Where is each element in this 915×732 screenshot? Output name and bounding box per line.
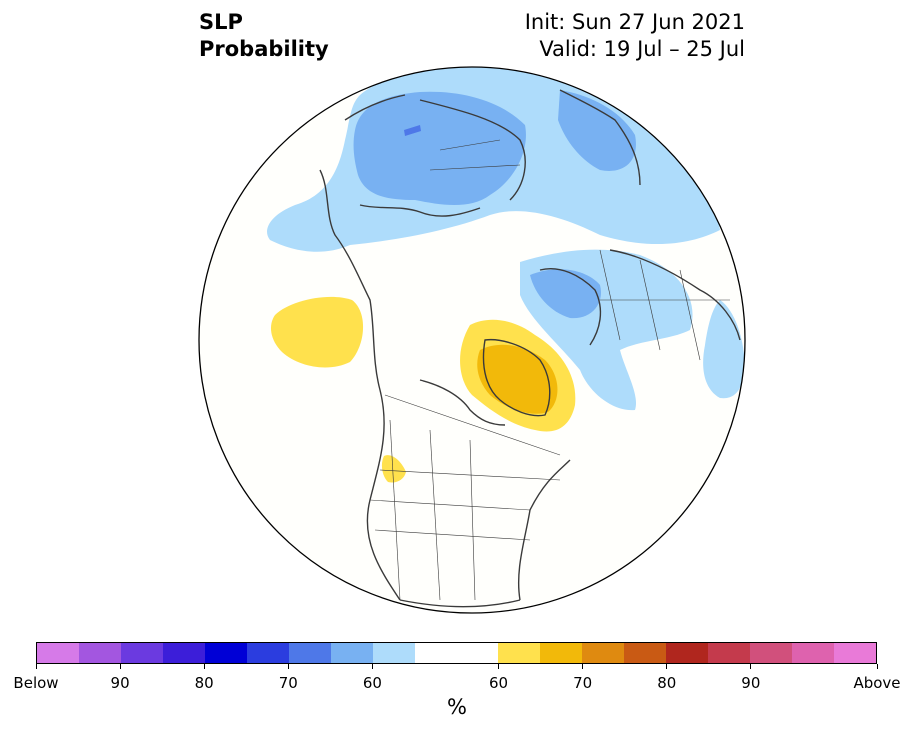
- colorbar-swatch: [498, 643, 541, 663]
- valid-range: Valid: 19 Jul – 25 Jul: [539, 37, 745, 61]
- below-dark-spot: [404, 125, 421, 136]
- colorbar-tick: [498, 664, 500, 669]
- colorbar-tick-label: 70: [278, 674, 298, 692]
- colorbar-tick-label: 60: [489, 674, 509, 692]
- colorbar-tick-label: 80: [657, 674, 677, 692]
- colorbar-swatch: [120, 643, 163, 663]
- colorbar-swatch: [414, 643, 457, 663]
- colorbar-tick: [119, 664, 121, 669]
- colorbar-tick-label: 60: [362, 674, 382, 692]
- colorbar-tick: [876, 664, 878, 669]
- colorbar-tick: [582, 664, 584, 669]
- colorbar-tick: [371, 664, 373, 669]
- colorbar-tick: [750, 664, 752, 669]
- colorbar-swatch: [708, 643, 751, 663]
- colorbar-swatch: [330, 643, 373, 663]
- colorbar-swatch: [372, 643, 415, 663]
- colorbar-swatch: [666, 643, 709, 663]
- init-date: Init: Sun 27 Jun 2021: [524, 10, 745, 34]
- above-region-pacific: [270, 296, 364, 368]
- colorbar: [36, 642, 877, 664]
- colorbar-tick: [666, 664, 668, 669]
- probability-fills: [267, 67, 745, 608]
- colorbar-swatch: [540, 643, 583, 663]
- colorbar-swatch: [288, 643, 331, 663]
- coastlines: [319, 89, 741, 608]
- polar-map: [198, 66, 746, 614]
- colorbar-tick-label: Below: [13, 674, 59, 692]
- colorbar-tick-label: 90: [741, 674, 761, 692]
- below-mid-region-east: [558, 90, 636, 171]
- date-block: Init: Sun 27 Jun 2021 Valid: 19 Jul – 25…: [525, 9, 745, 63]
- colorbar-tick-label: 90: [110, 674, 130, 692]
- title-block: SLP Probability: [199, 9, 329, 63]
- colorbar-swatch: [246, 643, 289, 663]
- colorbar-swatch: [78, 643, 121, 663]
- colorbar-swatch: [456, 643, 499, 663]
- colorbar-ticks: [35, 664, 878, 670]
- colorbar-tick-label: 80: [194, 674, 214, 692]
- colorbar-swatch: [204, 643, 247, 663]
- title-product: Probability: [199, 37, 329, 61]
- colorbar-tick: [35, 664, 37, 669]
- colorbar-swatch: [792, 643, 835, 663]
- colorbar-tick-label: Above: [853, 674, 901, 692]
- colorbar-swatch: [834, 643, 877, 663]
- colorbar-unit: %: [447, 695, 467, 719]
- colorbar-tick: [287, 664, 289, 669]
- colorbar-swatch: [37, 643, 79, 663]
- title-variable: SLP: [199, 10, 243, 34]
- below-mid-region-europe: [530, 269, 601, 319]
- above-region-pnw: [381, 455, 406, 483]
- colorbar-tick: [203, 664, 205, 669]
- colorbar-swatch: [624, 643, 667, 663]
- colorbar-swatch: [750, 643, 793, 663]
- political-borders: [369, 139, 730, 601]
- globe-boundary: [198, 66, 746, 614]
- colorbar-swatch: [582, 643, 625, 663]
- below-mid-region: [353, 91, 526, 205]
- colorbar-swatch: [162, 643, 205, 663]
- colorbar-tick-label: 70: [573, 674, 593, 692]
